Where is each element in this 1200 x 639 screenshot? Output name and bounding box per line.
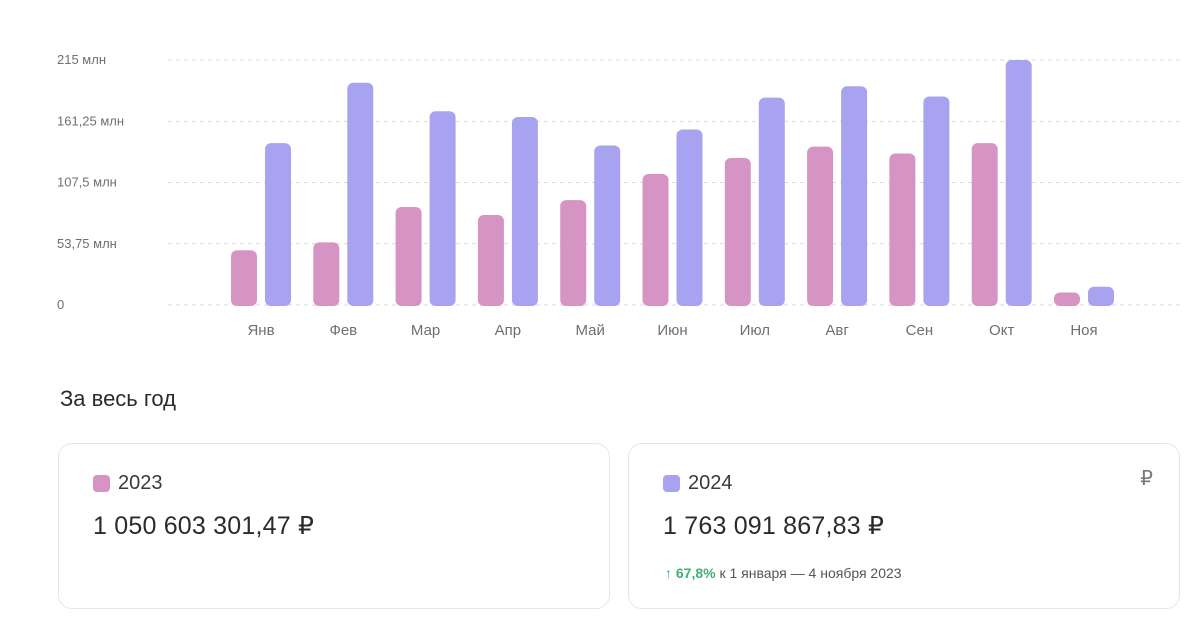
x-tick-label: Авг — [825, 322, 849, 339]
bar-2023[interactable] — [313, 242, 340, 306]
bar-2024[interactable] — [347, 82, 374, 306]
x-tick-label: Ноя — [1070, 322, 1097, 339]
bar-2024[interactable] — [923, 96, 950, 306]
bar-2023[interactable] — [477, 214, 504, 306]
change-period: к 1 января — 4 ноября 2023 — [715, 565, 902, 581]
y-tick-label: 53,75 млн — [57, 236, 117, 251]
x-tick-label: Июл — [740, 322, 770, 339]
total-amount-2023: 1 050 603 301,47 ₽ — [93, 512, 315, 540]
total-amount-2024: 1 763 091 867,83 ₽ — [663, 512, 885, 540]
bar-2024[interactable] — [511, 116, 538, 306]
bar-2023[interactable] — [889, 153, 916, 306]
bar-2024[interactable] — [594, 145, 621, 306]
x-tick-label: Янв — [247, 322, 274, 339]
summary-card-2023: 2023 1 050 603 301,47 ₽ — [58, 443, 610, 609]
swatch-2023 — [93, 475, 110, 492]
y-tick-label: 107,5 млн — [57, 175, 117, 190]
bar-2024[interactable] — [841, 86, 868, 306]
bar-2023[interactable] — [560, 200, 587, 306]
y-tick-label: 215 млн — [57, 52, 106, 67]
bar-2024[interactable] — [1005, 60, 1032, 306]
x-tick-label: Мар — [411, 322, 440, 339]
x-tick-label: Сен — [906, 322, 933, 339]
bar-2024[interactable] — [758, 97, 785, 307]
bar-2024[interactable] — [1088, 286, 1114, 306]
bar-2023[interactable] — [395, 207, 422, 306]
x-tick-label: Июн — [657, 322, 687, 339]
bar-2024[interactable] — [265, 143, 291, 306]
ruble-icon[interactable]: ₽ — [1140, 468, 1153, 490]
change-percent: ↑ 67,8% — [665, 565, 716, 581]
x-tick-label: Фев — [329, 322, 357, 339]
year-label-2023: 2023 — [118, 472, 163, 494]
x-tick-label: Окт — [989, 322, 1014, 339]
legend-2024: 2024 — [663, 472, 733, 495]
bar-chart: 0 53,75 млн 107,5 млн 161,25 млн 215 млн Янв Ф… — [57, 52, 1182, 339]
y-tick-label: 0 — [57, 297, 64, 312]
swatch-2024 — [663, 475, 680, 492]
bar-2024[interactable] — [429, 111, 456, 306]
change-indicator: ↑ 67,8% к 1 января — 4 ноября 2023 — [665, 565, 902, 581]
bar-2023[interactable] — [1054, 292, 1080, 306]
summary-card-2024: 2024 ₽ 1 763 091 867,83 ₽ ↑ 67,8% к 1 ян… — [628, 443, 1180, 609]
year-label-2024: 2024 — [688, 472, 733, 494]
bar-2023[interactable] — [231, 250, 257, 306]
y-tick-label: 161,25 млн — [57, 113, 124, 128]
x-tick-label: Май — [576, 322, 605, 339]
legend-2023: 2023 — [93, 472, 163, 495]
section-title: За весь год — [60, 386, 177, 411]
bar-2023[interactable] — [807, 146, 834, 306]
bar-2023[interactable] — [642, 173, 669, 306]
x-tick-label: Апр — [495, 322, 521, 339]
bar-2023[interactable] — [724, 158, 751, 306]
bar-2023[interactable] — [971, 143, 998, 306]
bar-2024[interactable] — [676, 129, 703, 306]
